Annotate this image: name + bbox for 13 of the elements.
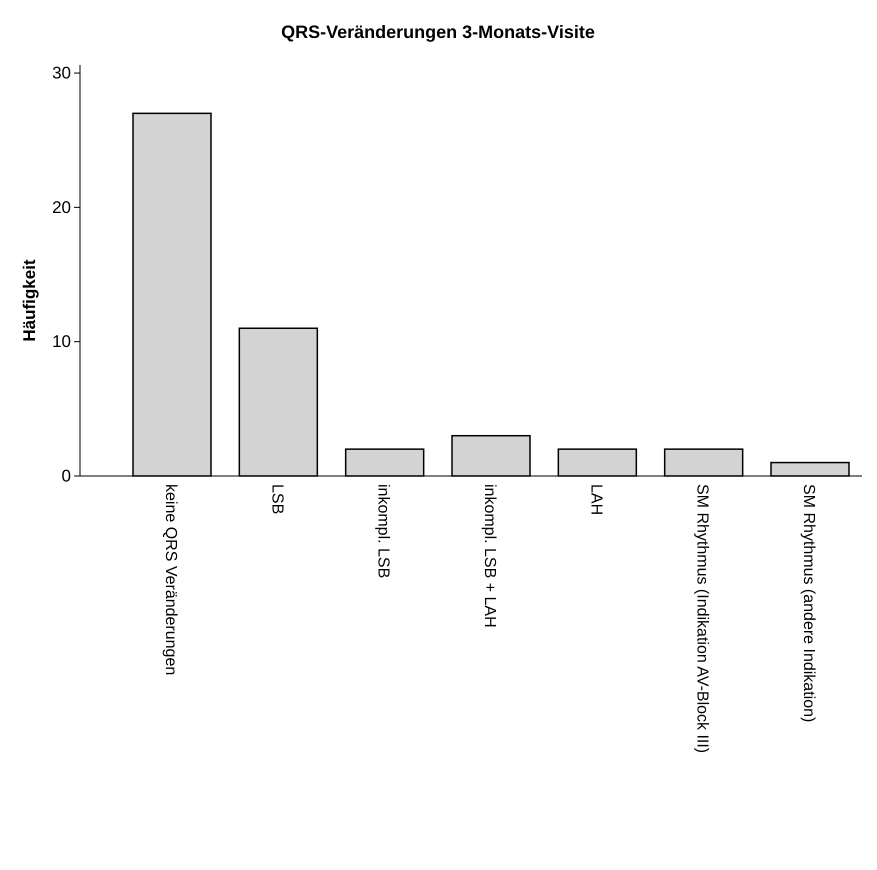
x-tick-label: SM Rhythmus (andere Indikation) bbox=[800, 484, 817, 722]
x-tick-label: LSB bbox=[268, 484, 286, 514]
x-tick-label: keine QRS Veränderungen bbox=[162, 484, 179, 676]
y-axis-title: Häufigkeit bbox=[20, 259, 39, 342]
y-tick-label: 20 bbox=[52, 198, 71, 217]
y-tick-label: 30 bbox=[52, 64, 71, 82]
x-tick-label: inkompl. LSB bbox=[374, 484, 392, 578]
chart-title: QRS-Veränderungen 3-Monats-Visite bbox=[281, 22, 595, 42]
y-tick-label: 0 bbox=[62, 466, 71, 486]
x-tick-label: inkompl. LSB + LAH bbox=[481, 484, 498, 628]
y-tick-label: 10 bbox=[52, 332, 71, 352]
x-tick-label: SM Rhythmus (Indikation AV-Block III) bbox=[694, 484, 711, 754]
x-tick-label: LAH bbox=[587, 484, 604, 516]
